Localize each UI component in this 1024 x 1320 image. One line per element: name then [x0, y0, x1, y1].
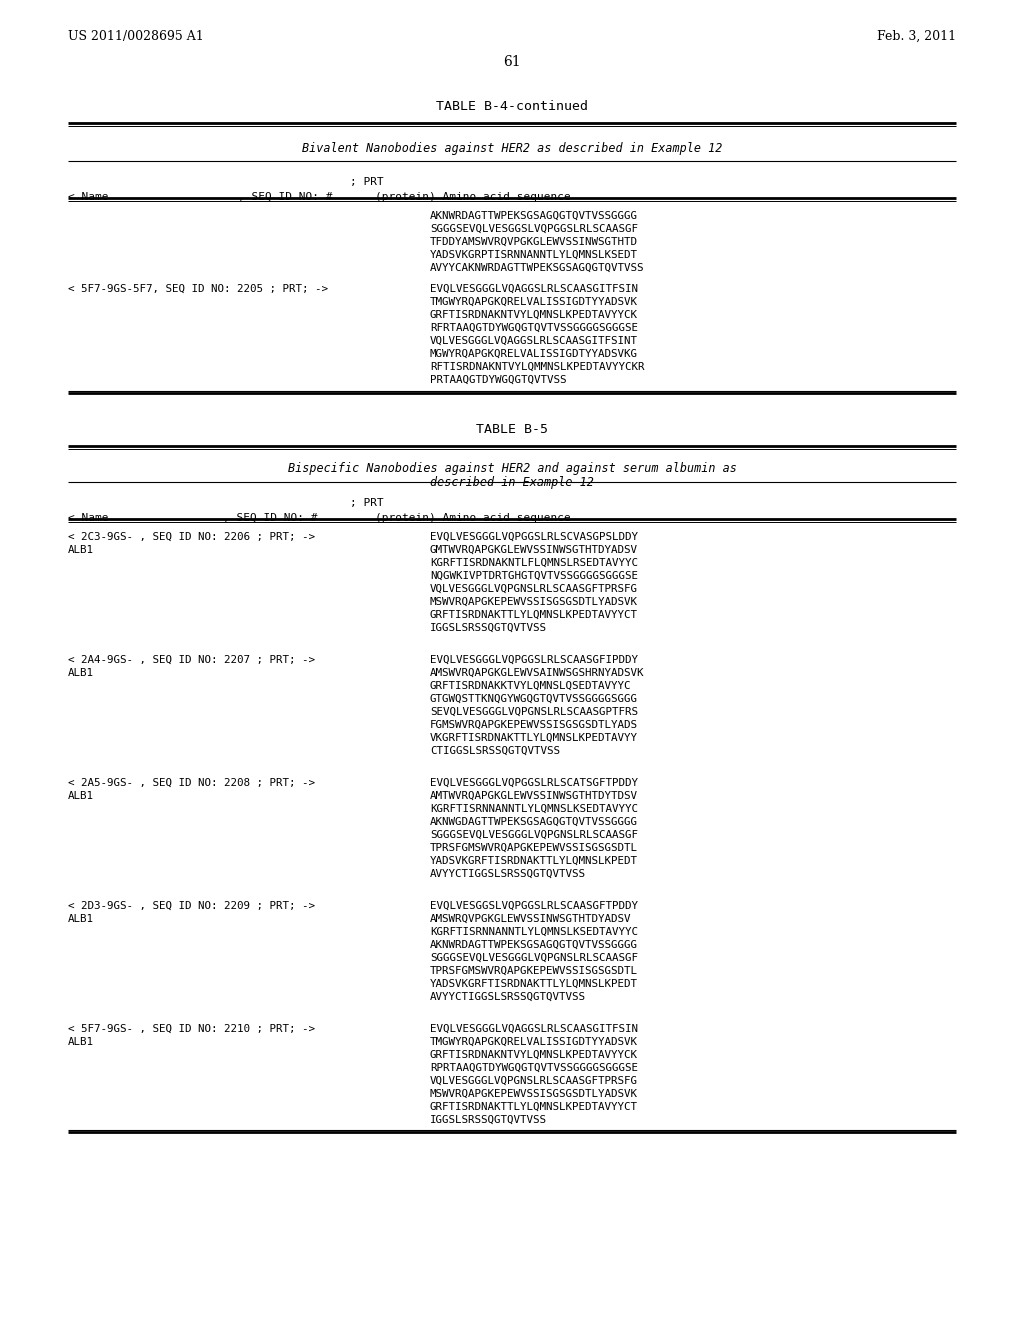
Text: NQGWKIVPTDRTGHGTQVTVSSGGGGSGGGSE: NQGWKIVPTDRTGHGTQVTVSSGGGGSGGGSE [430, 572, 638, 581]
Text: EVQLVESGGGLVQPGGSLRLSCAASGFIPDDY: EVQLVESGGGLVQPGGSLRLSCAASGFIPDDY [430, 655, 638, 665]
Text: AMSWRQVPGKGLEWVSSINWSGTHTDYADSV: AMSWRQVPGKGLEWVSSINWSGTHTDYADSV [430, 913, 632, 924]
Text: < 2A4-9GS- , SEQ ID NO: 2207 ; PRT; ->: < 2A4-9GS- , SEQ ID NO: 2207 ; PRT; -> [68, 655, 315, 665]
Text: EVQLVESGGGLVQAGGSLRLSCAASGITFSIN: EVQLVESGGGLVQAGGSLRLSCAASGITFSIN [430, 284, 638, 294]
Text: TABLE B-4-continued: TABLE B-4-continued [436, 100, 588, 114]
Text: RFRTAAQGTDYWGQGTQVTVSSGGGGSGGGSE: RFRTAAQGTDYWGQGTQVTVSSGGGGSGGGSE [430, 323, 638, 333]
Text: , SEQ ID NO: #: , SEQ ID NO: # [223, 513, 317, 523]
Text: < 5F7-9GS-5F7, SEQ ID NO: 2205 ; PRT; ->: < 5F7-9GS-5F7, SEQ ID NO: 2205 ; PRT; -> [68, 284, 328, 294]
Text: ALB1: ALB1 [68, 668, 94, 678]
Text: YADSVKGRFTISRDNAKTTLYLQMNSLKPEDT: YADSVKGRFTISRDNAKTTLYLQMNSLKPEDT [430, 855, 638, 866]
Text: YADSVKGRPTISRNNANNTLYLQMNSLKSEDT: YADSVKGRPTISRNNANNTLYLQMNSLKSEDT [430, 249, 638, 260]
Text: TMGWYRQAPGKQRELVALISSIGDTYYADSVK: TMGWYRQAPGKQRELVALISSIGDTYYADSVK [430, 1038, 638, 1047]
Text: < 2D3-9GS- , SEQ ID NO: 2209 ; PRT; ->: < 2D3-9GS- , SEQ ID NO: 2209 ; PRT; -> [68, 902, 315, 911]
Text: AVYYCAKNWRDAGTTWPEKSGSAGQGTQVTVSS: AVYYCAKNWRDAGTTWPEKSGSAGQGTQVTVSS [430, 263, 644, 273]
Text: KGRFTISRNNANNTLYLQMNSLKSEDTAVYYC: KGRFTISRNNANNTLYLQMNSLKSEDTAVYYC [430, 804, 638, 814]
Text: AKNWGDAGTTWPEKSGSAGQGTQVTVSSGGGG: AKNWGDAGTTWPEKSGSAGQGTQVTVSSGGGG [430, 817, 638, 828]
Text: RPRTAAQGTDYWGQGTQVTVSSGGGGSGGGSE: RPRTAAQGTDYWGQGTQVTVSSGGGGSGGGSE [430, 1063, 638, 1073]
Text: ALB1: ALB1 [68, 913, 94, 924]
Text: EVQLVESGGGLVQPGGSLRLSCATSGFTPDDY: EVQLVESGGGLVQPGGSLRLSCATSGFTPDDY [430, 777, 638, 788]
Text: GRFTISRDNAKNTVYLQMNSLKPEDTAVYYCK: GRFTISRDNAKNTVYLQMNSLKPEDTAVYYCK [430, 310, 638, 319]
Text: 61: 61 [503, 55, 521, 69]
Text: MSWVRQAPGKEPEWVSSISGSGSDTLYADSVK: MSWVRQAPGKEPEWVSSISGSGSDTLYADSVK [430, 597, 638, 607]
Text: SGGGSEVQLVESGGGLVQPGNSLRLSCAASGF: SGGGSEVQLVESGGGLVQPGNSLRLSCAASGF [430, 953, 638, 964]
Text: VQLVESGGGLVQPGNSLRLSCAASGFTPRSFG: VQLVESGGGLVQPGNSLRLSCAASGFTPRSFG [430, 583, 638, 594]
Text: TMGWYRQAPGKQRELVALISSIGDTYYADSVK: TMGWYRQAPGKQRELVALISSIGDTYYADSVK [430, 297, 638, 308]
Text: Bivalent Nanobodies against HER2 as described in Example 12: Bivalent Nanobodies against HER2 as desc… [302, 143, 722, 154]
Text: EVQLVESGGSLVQPGGSLRLSCAASGFTPDDY: EVQLVESGGSLVQPGGSLRLSCAASGFTPDDY [430, 902, 638, 911]
Text: CTIGGSLSRSSQGTQVTVSS: CTIGGSLSRSSQGTQVTVSS [430, 746, 560, 756]
Text: ; PRT: ; PRT [350, 177, 384, 187]
Text: < 2A5-9GS- , SEQ ID NO: 2208 ; PRT; ->: < 2A5-9GS- , SEQ ID NO: 2208 ; PRT; -> [68, 777, 315, 788]
Text: Bispecific Nanobodies against HER2 and against serum albumin as: Bispecific Nanobodies against HER2 and a… [288, 462, 736, 475]
Text: AKNWRDAGTTWPEKSGSAGQGTQVTVSSGGGG: AKNWRDAGTTWPEKSGSAGQGTQVTVSSGGGG [430, 211, 638, 220]
Text: SGGGSEVQLVESGGSLVQPGGSLRLSCAASGF: SGGGSEVQLVESGGSLVQPGGSLRLSCAASGF [430, 224, 638, 234]
Text: GRFTISRDNAKNTVYLQMNSLKPEDTAVYYCK: GRFTISRDNAKNTVYLQMNSLKPEDTAVYYCK [430, 1049, 638, 1060]
Text: GRFTISRDNAKKTVYLQMNSLQSEDTAVYYC: GRFTISRDNAKKTVYLQMNSLQSEDTAVYYC [430, 681, 632, 690]
Text: TPRSFGMSWVRQAPGKEPEWVSSISGSGSDTL: TPRSFGMSWVRQAPGKEPEWVSSISGSGSDTL [430, 843, 638, 853]
Text: TPRSFGMSWVRQAPGKEPEWVSSISGSGSDTL: TPRSFGMSWVRQAPGKEPEWVSSISGSGSDTL [430, 966, 638, 975]
Text: < 5F7-9GS- , SEQ ID NO: 2210 ; PRT; ->: < 5F7-9GS- , SEQ ID NO: 2210 ; PRT; -> [68, 1024, 315, 1034]
Text: (protein) Amino acid sequence: (protein) Amino acid sequence [375, 513, 570, 523]
Text: MGWYRQAPGKQRELVALISSIGDTYYADSVKG: MGWYRQAPGKQRELVALISSIGDTYYADSVKG [430, 348, 638, 359]
Text: ALB1: ALB1 [68, 791, 94, 801]
Text: MSWVRQAPGKEPEWVSSISGSGSDTLYADSVK: MSWVRQAPGKEPEWVSSISGSGSDTLYADSVK [430, 1089, 638, 1100]
Text: ALB1: ALB1 [68, 545, 94, 554]
Text: described in Example 12: described in Example 12 [430, 477, 594, 488]
Text: (protein) Amino acid sequence: (protein) Amino acid sequence [375, 191, 570, 202]
Text: VQLVESGGGLVQAGGSLRLSCAASGITFSINT: VQLVESGGGLVQAGGSLRLSCAASGITFSINT [430, 337, 638, 346]
Text: EVQLVESGGGLVQAGGSLRLSCAASGITFSIN: EVQLVESGGGLVQAGGSLRLSCAASGITFSIN [430, 1024, 638, 1034]
Text: AKNWRDAGTTWPEKSGSAGQGTQVTVSSGGGG: AKNWRDAGTTWPEKSGSAGQGTQVTVSSGGGG [430, 940, 638, 950]
Text: AVYYCTIGGSLSRSSQGTQVTVSS: AVYYCTIGGSLSRSSQGTQVTVSS [430, 869, 586, 879]
Text: TFDDYAMSWVRQVPGKGLEWVSSINWSGTHTD: TFDDYAMSWVRQVPGKGLEWVSSINWSGTHTD [430, 238, 638, 247]
Text: VKGRFTISRDNAKTTLYLQMNSLKPEDTAVYY: VKGRFTISRDNAKTTLYLQMNSLKPEDTAVYY [430, 733, 638, 743]
Text: US 2011/0028695 A1: US 2011/0028695 A1 [68, 30, 204, 44]
Text: PRTAAQGTDYWGQGTQVTVSS: PRTAAQGTDYWGQGTQVTVSS [430, 375, 566, 385]
Text: VQLVESGGGLVQPGNSLRLSCAASGFTPRSFG: VQLVESGGGLVQPGNSLRLSCAASGFTPRSFG [430, 1076, 638, 1086]
Text: SEVQLVESGGGLVQPGNSLRLSCAASGPTFRS: SEVQLVESGGGLVQPGNSLRLSCAASGPTFRS [430, 708, 638, 717]
Text: SGGGSEVQLVESGGGLVQPGNSLRLSCAASGF: SGGGSEVQLVESGGGLVQPGNSLRLSCAASGF [430, 830, 638, 840]
Text: , SEQ ID NO: #: , SEQ ID NO: # [238, 191, 333, 202]
Text: IGGSLSRSSQGTQVTVSS: IGGSLSRSSQGTQVTVSS [430, 1115, 547, 1125]
Text: AMTWVRQAPGKGLEWVSSINWSGTHTDYTDSV: AMTWVRQAPGKGLEWVSSINWSGTHTDYTDSV [430, 791, 638, 801]
Text: FGMSWVRQAPGKEPEWVSSISGSGSDTLYADS: FGMSWVRQAPGKEPEWVSSISGSGSDTLYADS [430, 719, 638, 730]
Text: ; PRT: ; PRT [350, 498, 384, 508]
Text: GMTWVRQAPGKGLEWVSSINWSGTHTDYADSV: GMTWVRQAPGKGLEWVSSINWSGTHTDYADSV [430, 545, 638, 554]
Text: Feb. 3, 2011: Feb. 3, 2011 [877, 30, 956, 44]
Text: TABLE B-5: TABLE B-5 [476, 422, 548, 436]
Text: KGRFTISRDNAKNTLFLQMNSLRSEDTAVYYC: KGRFTISRDNAKNTLFLQMNSLRSEDTAVYYC [430, 558, 638, 568]
Text: RFTISRDNAKNTVYLQMMNSLKPEDTAVYYCKR: RFTISRDNAKNTVYLQMMNSLKPEDTAVYYCKR [430, 362, 644, 372]
Text: AMSWVRQAPGKGLEWVSAINWSGSHRNYADSVK: AMSWVRQAPGKGLEWVSAINWSGSHRNYADSVK [430, 668, 644, 678]
Text: < 2C3-9GS- , SEQ ID NO: 2206 ; PRT; ->: < 2C3-9GS- , SEQ ID NO: 2206 ; PRT; -> [68, 532, 315, 543]
Text: < Name: < Name [68, 191, 109, 202]
Text: KGRFTISRNNANNTLYLQMNSLKSEDTAVYYC: KGRFTISRNNANNTLYLQMNSLKSEDTAVYYC [430, 927, 638, 937]
Text: ALB1: ALB1 [68, 1038, 94, 1047]
Text: AVYYCTIGGSLSRSSQGTQVTVSS: AVYYCTIGGSLSRSSQGTQVTVSS [430, 993, 586, 1002]
Text: < Name: < Name [68, 513, 109, 523]
Text: GRFTISRDNAKTTLYLQMNSLKPEDTAVYYCT: GRFTISRDNAKTTLYLQMNSLKPEDTAVYYCT [430, 1102, 638, 1111]
Text: GTGWQSTTKNQGYWGQGTQVTVSSGGGGSGGG: GTGWQSTTKNQGYWGQGTQVTVSSGGGGSGGG [430, 694, 638, 704]
Text: GRFTISRDNAKTTLYLQMNSLKPEDTAVYYCT: GRFTISRDNAKTTLYLQMNSLKPEDTAVYYCT [430, 610, 638, 620]
Text: EVQLVESGGGLVQPGGSLRLSCVASGPSLDDY: EVQLVESGGGLVQPGGSLRLSCVASGPSLDDY [430, 532, 638, 543]
Text: IGGSLSRSSQGTQVTVSS: IGGSLSRSSQGTQVTVSS [430, 623, 547, 634]
Text: YADSVKGRFTISRDNAKTTLYLQMNSLKPEDT: YADSVKGRFTISRDNAKTTLYLQMNSLKPEDT [430, 979, 638, 989]
